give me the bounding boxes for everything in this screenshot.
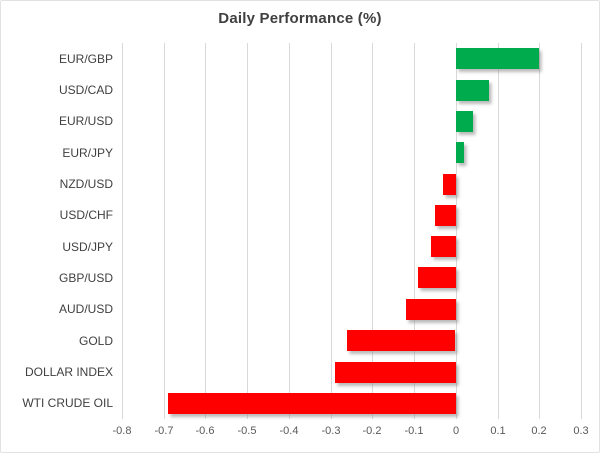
category-label-dollar-index: DOLLAR INDEX [24, 365, 113, 379]
category-label-eur-gbp: EUR/GBP [58, 52, 113, 66]
x-tick-label--0.3: -0.3 [321, 425, 341, 437]
gridline--0.2 [372, 43, 373, 419]
x-tick-label--0.4: -0.4 [279, 425, 299, 437]
gridline--0.3 [331, 43, 332, 419]
gridline-0.1 [498, 43, 499, 419]
gridline--0.4 [289, 43, 290, 419]
bar-eur-gbp [456, 48, 539, 69]
x-tick-label-0.1: 0.1 [490, 425, 506, 437]
chart-title: Daily Performance (%) [218, 10, 382, 27]
bar-eur-jpy [456, 142, 464, 163]
gridline--0.5 [247, 43, 248, 419]
gridline-0 [456, 43, 457, 419]
category-label-wti-crude-oil: WTI CRUDE OIL [22, 396, 113, 410]
category-label-gold: GOLD [78, 334, 113, 348]
x-tick-label--0.5: -0.5 [237, 425, 257, 437]
x-tick-label-0.3: 0.3 [573, 425, 589, 437]
category-label-eur-jpy: EUR/JPY [62, 146, 113, 160]
category-label-gbp-usd: GBP/USD [58, 271, 113, 285]
gridline--0.1 [414, 43, 415, 419]
x-tick-label-0: 0 [452, 425, 460, 437]
bar-wti-crude-oil [168, 393, 456, 414]
x-tick-label-0.2: 0.2 [531, 425, 547, 437]
bar-usd-chf [435, 205, 456, 226]
x-tick-label--0.1: -0.1 [404, 425, 424, 437]
gridline--0.6 [205, 43, 206, 419]
bar-usd-jpy [431, 236, 456, 257]
bar-nzd-usd [443, 174, 456, 195]
gridline--0.7 [164, 43, 165, 419]
x-tick-label--0.2: -0.2 [362, 425, 382, 437]
gridline-0.2 [539, 43, 540, 419]
category-label-usd-jpy: USD/JPY [62, 240, 113, 254]
bar-eur-usd [456, 111, 473, 132]
category-label-eur-usd: EUR/USD [58, 114, 113, 128]
gridline-0.3 [581, 43, 582, 419]
category-label-usd-chf: USD/CHF [59, 208, 113, 222]
bar-usd-cad [456, 80, 489, 101]
bar-dollar-index [335, 362, 456, 383]
category-label-aud-usd: AUD/USD [58, 302, 113, 316]
bar-gold [347, 330, 455, 351]
bar-aud-usd [406, 299, 456, 320]
gridline--0.8 [122, 43, 123, 419]
category-label-usd-cad: USD/CAD [58, 83, 113, 97]
x-tick-label--0.8: -0.8 [112, 425, 132, 437]
x-tick-label--0.7: -0.7 [154, 425, 174, 437]
plot-area [122, 43, 582, 419]
bar-gbp-usd [418, 267, 456, 288]
x-tick-label--0.6: -0.6 [195, 425, 215, 437]
category-label-nzd-usd: NZD/USD [59, 177, 113, 191]
